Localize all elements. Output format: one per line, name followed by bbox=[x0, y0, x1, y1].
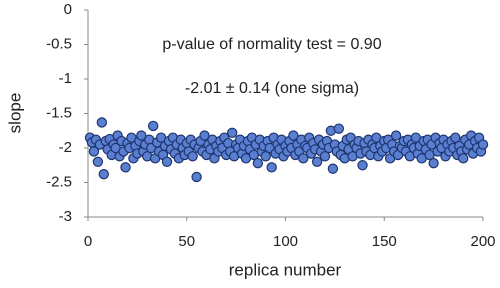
point bbox=[92, 156, 104, 167]
point bbox=[226, 127, 238, 139]
annotation: -2.01 ± 0.14 (one sigma) bbox=[185, 80, 359, 97]
point bbox=[199, 130, 210, 141]
point bbox=[96, 117, 108, 128]
point bbox=[136, 130, 147, 141]
x-axis-title: replica number bbox=[229, 260, 342, 279]
y-tick-label: -0.5 bbox=[46, 35, 72, 52]
y-axis-title: slope bbox=[5, 93, 24, 134]
point bbox=[288, 130, 299, 141]
x-tick-label: 150 bbox=[372, 233, 397, 250]
y-tick-label: -2.5 bbox=[46, 173, 72, 190]
point bbox=[88, 146, 100, 157]
x-tick-label: 200 bbox=[470, 233, 495, 250]
point bbox=[298, 153, 309, 164]
point bbox=[191, 171, 202, 183]
point bbox=[311, 156, 323, 167]
point bbox=[161, 156, 173, 167]
y-tick-label: -1 bbox=[59, 70, 72, 87]
y-tick-label: 0 bbox=[64, 1, 72, 18]
point bbox=[260, 151, 271, 162]
x-tick-label: 50 bbox=[178, 233, 195, 250]
point bbox=[428, 157, 439, 169]
point bbox=[120, 162, 131, 173]
point bbox=[266, 162, 277, 173]
point bbox=[147, 120, 159, 132]
point bbox=[252, 157, 264, 169]
point bbox=[458, 153, 469, 164]
point bbox=[357, 160, 368, 171]
point bbox=[477, 139, 489, 150]
y-tick-label: -3 bbox=[59, 208, 72, 225]
point bbox=[333, 123, 345, 134]
x-tick-label: 100 bbox=[273, 233, 298, 250]
point bbox=[98, 169, 110, 180]
point bbox=[390, 130, 402, 141]
point bbox=[187, 151, 198, 162]
annotation: p-value of normality test = 0.90 bbox=[162, 36, 381, 53]
y-tick-label: -2 bbox=[59, 139, 72, 156]
point bbox=[327, 163, 339, 174]
x-tick-label: 0 bbox=[84, 233, 92, 250]
point bbox=[450, 132, 461, 143]
y-tick-label: -1.5 bbox=[46, 104, 72, 121]
point bbox=[319, 151, 331, 162]
